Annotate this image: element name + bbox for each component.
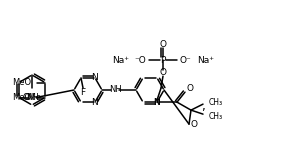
Text: O: O	[160, 40, 166, 49]
Text: NH: NH	[109, 86, 122, 95]
Text: O: O	[160, 68, 166, 77]
Text: P: P	[160, 56, 166, 65]
Text: N: N	[154, 98, 160, 107]
Text: N: N	[154, 98, 160, 107]
Text: N: N	[92, 73, 98, 82]
Text: ⁻O: ⁻O	[134, 56, 146, 65]
Text: ,: ,	[201, 100, 205, 113]
Text: CH₃: CH₃	[209, 112, 223, 121]
Text: CH₃: CH₃	[209, 98, 223, 107]
Text: MeO: MeO	[12, 78, 31, 87]
Text: O⁻: O⁻	[180, 56, 192, 65]
Text: O: O	[191, 120, 197, 129]
Text: OMe: OMe	[22, 93, 41, 102]
Text: Na⁺: Na⁺	[197, 56, 214, 65]
Text: F: F	[80, 88, 86, 97]
Text: NH: NH	[26, 93, 38, 102]
Text: N: N	[92, 98, 98, 107]
Text: Na⁺: Na⁺	[112, 56, 129, 65]
Text: MeO: MeO	[12, 93, 31, 102]
Text: O: O	[186, 84, 193, 93]
